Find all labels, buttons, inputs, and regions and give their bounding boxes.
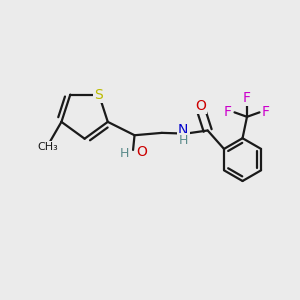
Text: O: O bbox=[195, 98, 206, 112]
Text: CH₃: CH₃ bbox=[38, 142, 58, 152]
Text: S: S bbox=[94, 88, 103, 102]
Text: H: H bbox=[178, 134, 188, 147]
Text: F: F bbox=[262, 105, 270, 119]
Text: F: F bbox=[243, 92, 251, 105]
Text: F: F bbox=[224, 105, 232, 119]
Text: H: H bbox=[119, 147, 129, 160]
Text: O: O bbox=[136, 145, 147, 159]
Text: N: N bbox=[178, 124, 188, 137]
